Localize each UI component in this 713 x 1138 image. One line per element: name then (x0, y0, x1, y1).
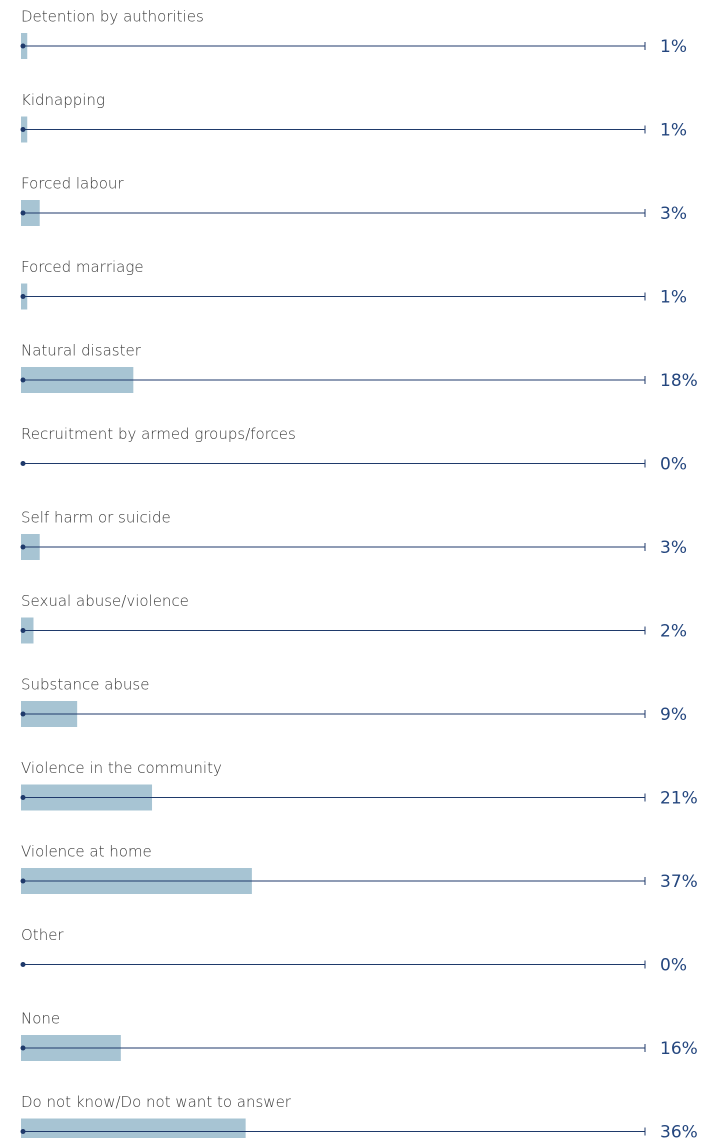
value-label: 2% (660, 622, 687, 642)
track-dot (20, 544, 26, 550)
category-label: Forced labour (21, 175, 124, 193)
track-dot (20, 43, 26, 49)
value-label: 1% (660, 288, 687, 308)
track-dot (20, 127, 26, 132)
category-label: Other (21, 926, 64, 944)
track-dot (20, 628, 26, 633)
category-label: Do not know/Do not want to answer (21, 1093, 292, 1111)
track-dot (20, 377, 26, 383)
track-dot (20, 1045, 26, 1051)
value-label: 0% (660, 455, 687, 475)
bar (21, 1118, 246, 1138)
category-label: Kidnapping (21, 91, 105, 109)
track-dot (20, 1129, 26, 1134)
category-label: Violence at home (21, 843, 152, 861)
category-label: Sexual abuse/violence (21, 592, 189, 610)
category-label: Recruitment by armed groups/forces (21, 425, 296, 443)
track-dot (20, 711, 26, 717)
value-label: 21% (660, 789, 698, 809)
category-label: Self harm or suicide (21, 509, 171, 527)
value-label: 1% (660, 37, 687, 57)
category-label: Forced marriage (21, 258, 144, 276)
value-label: 18% (660, 371, 698, 391)
category-label: Natural disaster (21, 342, 142, 360)
track-dot (20, 294, 26, 299)
value-label: 3% (660, 204, 687, 224)
value-label: 36% (660, 1123, 698, 1138)
category-label: None (21, 1010, 60, 1028)
value-label: 9% (660, 705, 687, 725)
value-label: 16% (660, 1039, 698, 1059)
value-label: 3% (660, 538, 687, 558)
value-label: 37% (660, 872, 698, 892)
value-label: 1% (660, 121, 687, 141)
track-dot (20, 461, 26, 466)
track-dot (20, 210, 26, 216)
track-dot (20, 962, 26, 967)
category-label: Violence in the community (21, 759, 222, 777)
category-label: Detention by authorities (21, 8, 204, 26)
track-dot (20, 795, 26, 800)
category-label: Substance abuse (21, 676, 149, 694)
value-label: 0% (660, 956, 687, 976)
track-dot (20, 878, 26, 884)
